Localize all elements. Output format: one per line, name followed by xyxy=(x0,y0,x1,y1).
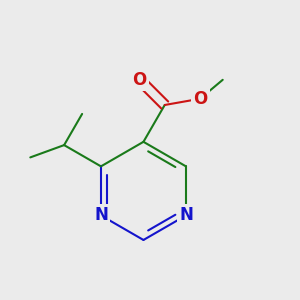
Text: O: O xyxy=(193,90,207,108)
Text: N: N xyxy=(94,206,108,224)
Text: O: O xyxy=(132,70,146,88)
Text: N: N xyxy=(179,206,193,224)
